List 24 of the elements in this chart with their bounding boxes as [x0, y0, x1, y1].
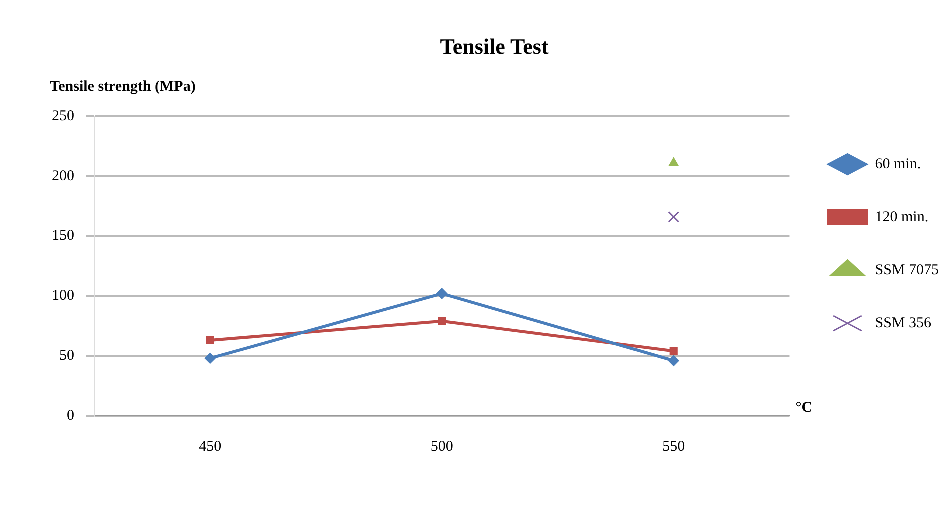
x-tick-label: 500 [430, 438, 454, 455]
point [204, 352, 216, 364]
point [668, 355, 680, 366]
y-tick-label: 150 [52, 228, 74, 244]
point [669, 158, 679, 166]
legend-label: 120 min. [875, 209, 929, 226]
x-tick-label: 450 [199, 438, 222, 455]
point [670, 347, 678, 356]
point [206, 336, 214, 345]
legend-label: 60 min. [875, 156, 922, 172]
point [436, 288, 448, 300]
y-tick-label: 50 [60, 348, 74, 364]
x-tick-label: 550 [662, 438, 686, 455]
point [668, 211, 680, 223]
legend-label: SSM 7075 [875, 262, 940, 278]
chart-title: Tensile Test [440, 34, 550, 59]
y-tick-label: 200 [52, 168, 74, 184]
y-tick-label: 100 [52, 288, 74, 304]
y-axis-title: Tensile strength (MPa) [50, 78, 196, 95]
x-axis-title: °C [796, 400, 813, 416]
legend-label: SSM 356 [875, 315, 932, 332]
y-tick-label: 0 [67, 408, 74, 424]
y-tick-label: 250 [52, 108, 74, 124]
point [438, 317, 446, 326]
